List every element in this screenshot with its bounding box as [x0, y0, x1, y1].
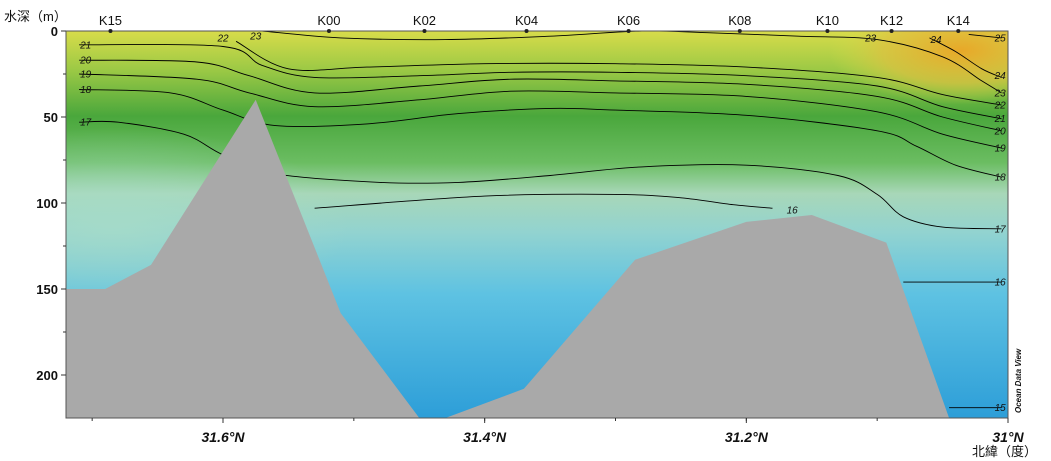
station-marker [956, 29, 961, 33]
x-axis: 31.6°N 31.4°N 31.2°N 31°N [91, 418, 1025, 445]
station-marker [889, 29, 894, 33]
station-marker [326, 29, 331, 33]
station-marker [108, 29, 113, 33]
station-marker [524, 29, 529, 33]
isotherm-label: 19 [995, 143, 1007, 154]
ocean-data-view-watermark: Ocean Data View [1014, 348, 1023, 413]
x-axis-title: 北緯（度） [972, 444, 1037, 459]
x-tick-label: 31°N [992, 429, 1024, 445]
y-tick-label: 0 [51, 24, 58, 39]
isotherm-label: 21 [994, 114, 1006, 125]
station-label: K14 [947, 13, 970, 28]
station-label: K10 [816, 13, 839, 28]
isotherm-label: 16 [995, 278, 1007, 289]
station-label: K12 [880, 13, 903, 28]
y-axis: 0 50 100 150 200 [36, 24, 66, 383]
plot-frame [65, 30, 1009, 419]
isotherm-label: 22 [216, 33, 229, 44]
isotherm-24 [929, 37, 1002, 78]
isotherm-label: 23 [994, 88, 1007, 99]
isotherm-label: 23 [864, 33, 877, 44]
isotherm-23 [262, 31, 1002, 94]
station-label: K06 [617, 13, 640, 28]
isotherm-labels: 22 23 23 24 25212019181724232221201918171615… [79, 32, 1007, 415]
station-label: K08 [728, 13, 751, 28]
isotherm-label: 17 [80, 118, 92, 129]
station-marker [825, 29, 830, 33]
isotherm-label: 19 [80, 70, 92, 81]
station-label: K15 [99, 13, 122, 28]
y-tick-label: 200 [36, 368, 58, 383]
isotherm-label: 15 [995, 403, 1007, 414]
isotherm-label: 21 [79, 40, 91, 51]
station-marker [737, 29, 742, 33]
isotherm-label: 18 [80, 85, 92, 96]
isotherm-label: 25 [994, 33, 1007, 44]
isotherm-label: 24 [929, 35, 942, 46]
x-tick-label: 31.4°N [463, 429, 507, 445]
isotherm-label: 23 [249, 32, 262, 43]
isotherm-label: 17 [995, 224, 1007, 235]
isotherm-label: 16 [787, 205, 799, 216]
isotherm-22 [235, 40, 1002, 106]
isotherm-label: 20 [79, 56, 92, 67]
isotherm-21 [79, 43, 1002, 120]
isotherm-label: 24 [994, 71, 1007, 82]
isotherm-18 [79, 89, 1002, 178]
isotherm-17 [79, 120, 1002, 230]
x-tick-label: 31.6°N [202, 429, 246, 445]
station-marker [626, 29, 631, 33]
seafloor-bathymetry [66, 99, 1008, 418]
y-tick-label: 100 [36, 196, 58, 211]
isotherm-label: 18 [995, 173, 1007, 184]
station-label: K02 [413, 13, 436, 28]
station-marker [422, 29, 427, 33]
isotherm-20 [79, 59, 1002, 132]
isotherm-19 [79, 73, 1002, 149]
isotherm-lines [79, 31, 1002, 409]
section-field: 22 23 23 24 25212019181724232221201918171615… [66, 31, 1008, 418]
y-tick-label: 50 [44, 110, 58, 125]
y-tick-label: 150 [36, 282, 58, 297]
x-tick-label: 31.2°N [725, 429, 769, 445]
y-axis-title: 水深（m） [4, 9, 67, 24]
station-markers: K15 K00 K02 K04 K06 K08 K10 K12 K14 [99, 13, 970, 33]
isotherm-25 [968, 33, 1002, 39]
station-label: K04 [515, 13, 538, 28]
station-label: K00 [317, 13, 340, 28]
isotherm-label: 20 [994, 126, 1007, 137]
isotherm-16 [314, 193, 773, 209]
isotherm-label: 22 [994, 100, 1007, 111]
